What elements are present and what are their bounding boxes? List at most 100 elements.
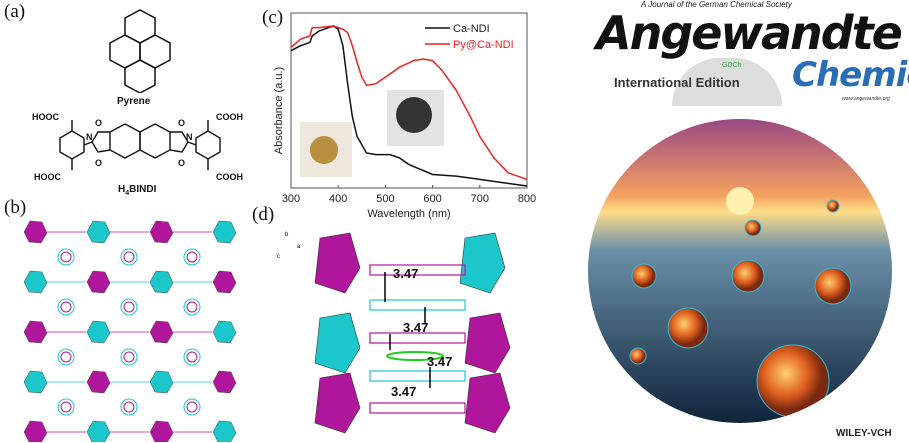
x-tick-label: 700: [471, 193, 489, 205]
ndi-layer: [369, 370, 466, 382]
linker-ring: [57, 298, 75, 316]
metal-polyhedron: [23, 370, 48, 394]
linker-ring: [123, 351, 135, 363]
linker-ring: [183, 248, 201, 266]
linker-ring: [186, 301, 198, 313]
publisher-logo: WILEY-VCH: [836, 428, 892, 439]
linker-ring: [57, 398, 75, 416]
metal-polyhedron: [464, 372, 511, 434]
metal-polyhedron: [464, 312, 511, 374]
stacking-structure-view: b a c 3.47 3.47 3.47 3.47: [277, 232, 511, 434]
gdch-logo: GDCh: [722, 62, 742, 69]
cover-title-chemie: Chemie: [792, 55, 909, 95]
distance-label: 3.47: [403, 320, 428, 335]
inset-sample-black: [396, 97, 432, 133]
metal-polyhedron: [314, 312, 361, 374]
distance-label: 3.47: [427, 354, 452, 369]
axis-b-label: b: [285, 232, 289, 238]
x-tick-label: 500: [376, 193, 394, 205]
o-label: O: [178, 118, 185, 128]
metal-polyhedron: [459, 232, 506, 294]
panel-label-b: (b): [4, 197, 27, 218]
linker-ring: [183, 298, 201, 316]
linker-ring: [123, 401, 135, 413]
x-axis-label: Wavelength (nm): [367, 208, 450, 220]
panel-label-c: (c): [262, 7, 284, 28]
metal-polyhedron: [149, 420, 174, 442]
metal-polyhedron: [212, 220, 237, 244]
metal-polyhedron: [23, 320, 48, 344]
x-tick-label: 600: [423, 193, 441, 205]
pyrene-structure: [109, 9, 171, 93]
legend-label: Ca-NDI: [453, 23, 490, 35]
metal-polyhedron: [86, 420, 111, 442]
metal-polyhedron: [314, 232, 361, 294]
crystal-packing-view: [23, 220, 237, 442]
metal-polyhedron: [212, 270, 237, 294]
cover-title-angewandte: Angewandte: [596, 6, 903, 60]
absorbance-chart: 300 400 500 600 700 800 Wavelength (nm) Absorba…: [273, 12, 536, 220]
linker-ring: [60, 301, 72, 313]
cover-art: [588, 119, 892, 423]
linker-ring: [186, 351, 198, 363]
linker-ring: [183, 398, 201, 416]
h4bindi-h: H: [118, 184, 126, 195]
metal-polyhedron: [212, 420, 237, 442]
metal-polyhedron: [212, 320, 237, 344]
metal-polyhedron: [149, 370, 174, 394]
linker-ring: [186, 401, 198, 413]
series-line-ca-ndi: [290, 25, 528, 187]
linker-ring: [57, 348, 75, 366]
linker-ring: [186, 251, 198, 263]
cooh-label: COOH: [216, 172, 243, 182]
x-tick-label: 400: [329, 193, 347, 205]
cooh-label: COOH: [216, 112, 243, 122]
metal-polyhedron: [86, 320, 111, 344]
series-line-py-ca-ndi: [290, 25, 528, 181]
linker-ring: [60, 251, 72, 263]
n-label: N: [186, 132, 193, 142]
metal-polyhedron: [23, 420, 48, 442]
o-label: O: [178, 158, 185, 168]
distance-label: 3.47: [393, 266, 418, 281]
linker-ring: [120, 398, 138, 416]
metal-polyhedron: [314, 372, 361, 434]
cooh-label: HOOC: [32, 112, 60, 122]
x-tick-label: 800: [518, 193, 536, 205]
linker-ring: [183, 348, 201, 366]
linker-ring: [120, 248, 138, 266]
legend-label: Py@Ca-NDI: [453, 39, 514, 51]
h4bindi-label: H4BINDI: [118, 184, 156, 200]
distance-label: 3.47: [391, 384, 416, 399]
h4bindi-structure: HOOC HOOC COOH COOH N N O O O O: [32, 112, 243, 182]
metal-polyhedron: [149, 270, 174, 294]
linker-ring: [60, 351, 72, 363]
ndi-layer: [369, 402, 466, 414]
pyrene-guest: [386, 351, 444, 361]
metal-polyhedron: [23, 270, 48, 294]
panel-label-d: (d): [252, 204, 275, 225]
metal-polyhedron: [86, 270, 111, 294]
x-tick-label: 300: [282, 193, 300, 205]
cover-tagline: A Journal of the German Chemical Society: [641, 0, 792, 9]
inset-sample-yellow: [310, 136, 338, 164]
y-axis-label: Absorbance (a.u.): [273, 67, 285, 154]
linker-ring: [123, 251, 135, 263]
metal-polyhedron: [86, 370, 111, 394]
panel-label-a: (a): [4, 1, 26, 22]
h4bindi-rest: BINDI: [129, 184, 157, 195]
n-label: N: [86, 132, 93, 142]
cover-url: www.angewandte.org: [842, 96, 890, 102]
metal-polyhedron: [86, 220, 111, 244]
ndi-layer: [369, 299, 466, 311]
o-label: O: [95, 118, 102, 128]
plot-frame: [290, 12, 528, 189]
metal-polyhedron: [149, 220, 174, 244]
pyrene-label: Pyrene: [117, 96, 151, 107]
linker-ring: [120, 348, 138, 366]
cover-edition: International Edition: [614, 75, 740, 90]
axis-a-label: a: [297, 244, 301, 250]
ndi-layer: [369, 264, 466, 276]
h4bindi-subscript: 4: [125, 190, 130, 197]
metal-polyhedron: [212, 370, 237, 394]
